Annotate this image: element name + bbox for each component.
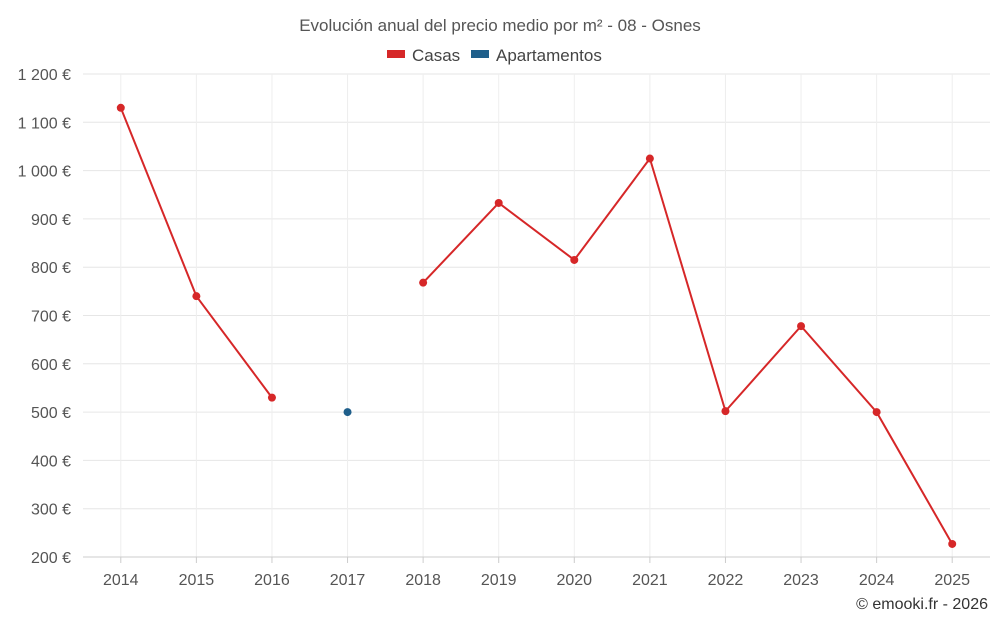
data-point-casas-2018[interactable]	[419, 278, 428, 287]
y-tick-label: 300 €	[31, 502, 71, 519]
x-tick-label: 2014	[103, 572, 139, 589]
series-line-segment-casas	[800, 325, 878, 414]
series-layer	[116, 103, 957, 548]
y-axis-ticks: 200 € 300 € 400 € 500 € 600 € 700 € 800 € 900 €…	[18, 67, 71, 567]
series-casas	[116, 103, 957, 548]
legend: Casas Apartamentos	[387, 46, 602, 65]
data-point-casas-2019[interactable]	[494, 198, 503, 207]
x-tick-label: 2016	[254, 572, 290, 589]
x-tick-label: 2015	[179, 572, 215, 589]
y-tick-label: 500 €	[31, 405, 71, 422]
legend-label-apartamentos: Apartamentos	[496, 46, 602, 65]
y-tick-label: 400 €	[31, 453, 71, 470]
x-tick-label: 2024	[859, 572, 895, 589]
legend-label-casas: Casas	[412, 46, 460, 65]
data-point-casas-2024[interactable]	[872, 408, 881, 417]
series-line-segment-casas	[648, 157, 727, 413]
data-point-casas-2022[interactable]	[721, 407, 730, 416]
data-point-casas-2020[interactable]	[570, 255, 579, 264]
series-line-segment-casas	[195, 295, 273, 399]
legend-swatch-casas	[387, 50, 405, 58]
data-point-casas-2025[interactable]	[948, 539, 957, 548]
y-tick-label: 1 100 €	[18, 115, 71, 132]
data-point-casas-2015[interactable]	[192, 292, 201, 301]
x-tick-label: 2020	[556, 572, 592, 589]
x-tick-label: 2023	[783, 572, 819, 589]
data-point-casas-2014[interactable]	[116, 103, 125, 112]
series-line-segment-casas	[119, 106, 198, 298]
x-tick-label: 2018	[405, 572, 441, 589]
credit-text: © emooki.fr - 2026	[856, 596, 988, 613]
y-tick-label: 600 €	[31, 357, 71, 374]
y-tick-label: 800 €	[31, 260, 71, 277]
y-tick-label: 900 €	[31, 212, 71, 229]
data-point-casas-2021[interactable]	[645, 154, 654, 163]
x-tick-label: 2019	[481, 572, 517, 589]
series-line-segment-casas	[497, 201, 576, 261]
chart-title: Evolución anual del precio medio por m² …	[299, 16, 701, 35]
x-tick-label: 2017	[330, 572, 366, 589]
series-line-segment-casas	[422, 201, 500, 284]
y-tick-label: 1 200 €	[18, 67, 71, 84]
series-line-segment-casas	[724, 325, 803, 413]
data-point-apartamentos-2017[interactable]	[343, 408, 352, 417]
legend-item-apartamentos[interactable]: Apartamentos	[471, 46, 602, 65]
data-point-casas-2016[interactable]	[267, 393, 276, 402]
y-tick-label: 1 000 €	[18, 164, 71, 181]
x-tick-label: 2021	[632, 572, 668, 589]
y-tick-label: 700 €	[31, 309, 71, 326]
legend-item-casas[interactable]: Casas	[387, 46, 460, 65]
data-point-casas-2023[interactable]	[797, 322, 806, 331]
grid	[83, 73, 990, 558]
series-line-segment-casas	[573, 157, 651, 261]
series-line-segment-casas	[875, 411, 954, 545]
x-tick-label: 2022	[708, 572, 744, 589]
y-tick-label: 200 €	[31, 550, 71, 567]
x-axis-ticks: 2014 2015 2016 2017 2018 2019 2020 2021 2022 2023…	[103, 557, 970, 589]
legend-swatch-apartamentos	[471, 50, 489, 58]
x-tick-label: 2025	[934, 572, 970, 589]
series-apartamentos	[343, 408, 352, 417]
